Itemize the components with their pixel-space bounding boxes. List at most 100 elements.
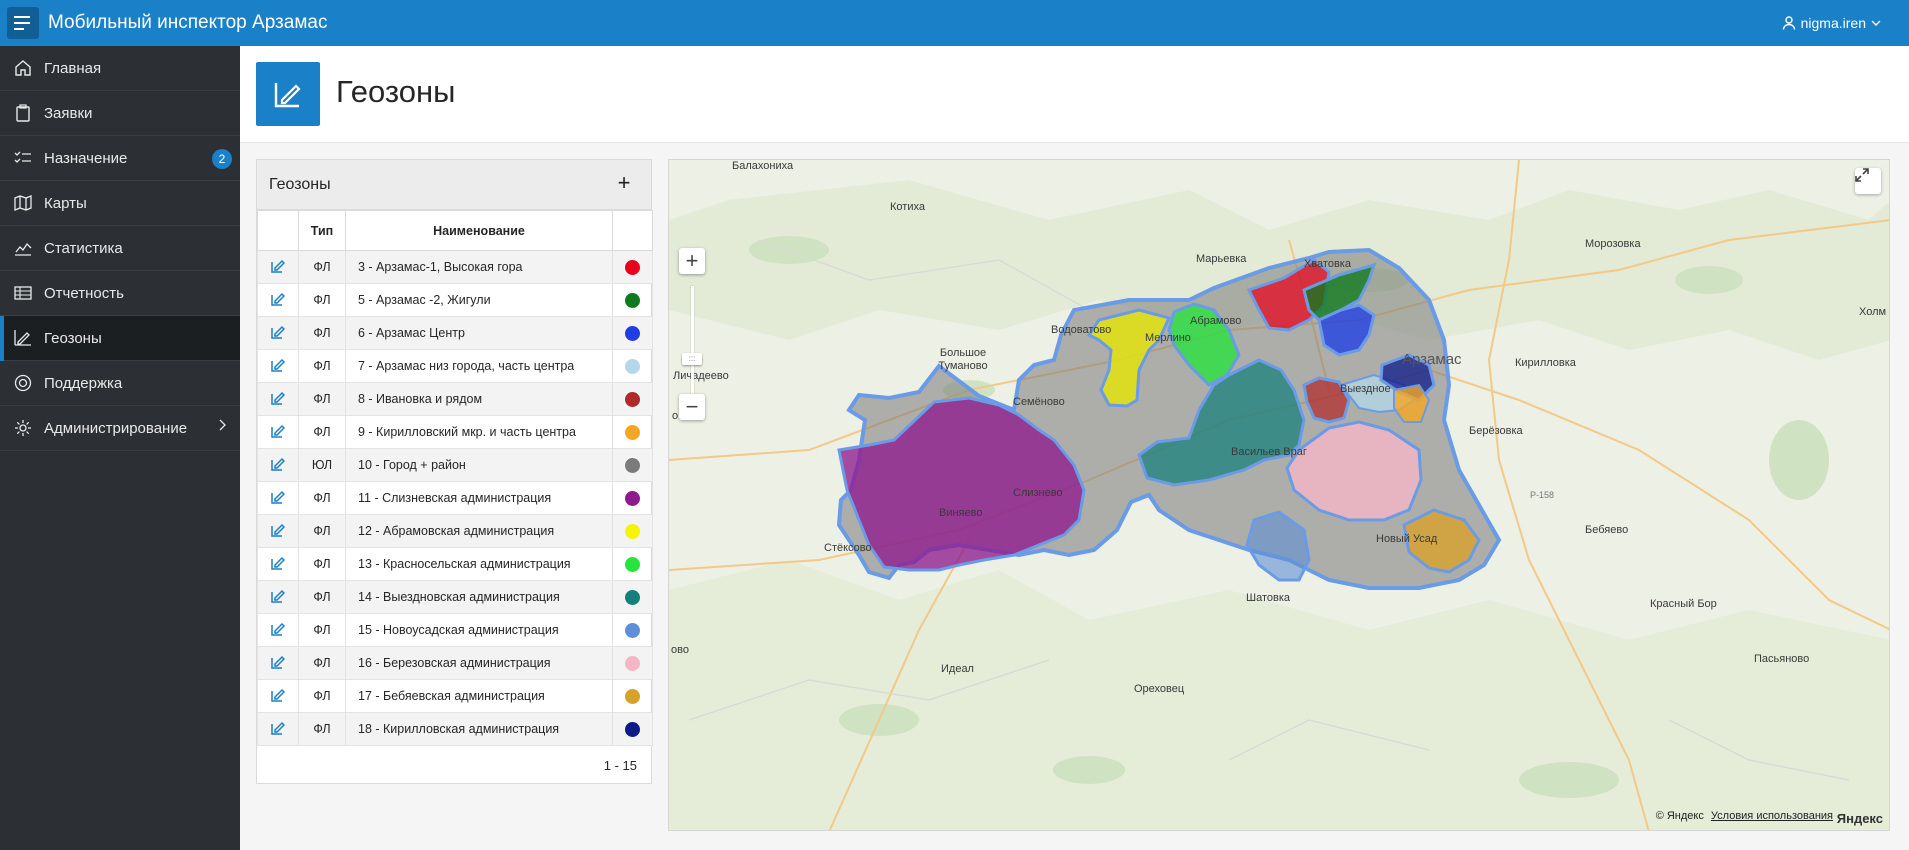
color-swatch — [625, 259, 640, 275]
line-chart-icon — [12, 237, 34, 259]
color-cell — [612, 349, 653, 383]
sidebar-item-label: Назначение — [44, 149, 128, 167]
color-swatch — [625, 490, 640, 506]
edit-icon[interactable] — [271, 556, 286, 570]
edit-cell — [257, 415, 299, 449]
hamburger-menu-button[interactable] — [7, 7, 39, 39]
table-row[interactable]: ФЛ 16 - Березовская администрация — [257, 646, 653, 680]
sidebar-item-label: Статистика — [44, 239, 123, 257]
sidebar-item-requests[interactable]: Заявки — [0, 91, 240, 136]
table-row[interactable]: ФЛ 7 - Арзамас низ города, часть центра — [257, 349, 653, 383]
sidebar-item-label: Отчетность — [44, 284, 124, 302]
table-row[interactable]: ФЛ 13 - Красносельская администрация — [257, 547, 653, 581]
table-row[interactable]: ЮЛ 10 - Город + район — [257, 448, 653, 482]
name-column-header[interactable]: Наименование — [345, 210, 613, 251]
map-canvas[interactable] — [669, 160, 1890, 831]
table-row[interactable]: ФЛ 18 - Кирилловская администрация — [257, 712, 653, 746]
sidebar-item-support[interactable]: Поддержка — [0, 361, 240, 406]
page-title: Геозоны — [336, 74, 456, 109]
type-column-header[interactable]: Тип — [298, 210, 346, 251]
table-row[interactable]: ФЛ 6 - Арзамас Центр — [257, 316, 653, 350]
chevron-down-icon — [1871, 20, 1881, 26]
color-cell — [612, 316, 653, 350]
color-swatch — [625, 688, 640, 704]
edit-icon[interactable] — [271, 721, 286, 735]
table-row[interactable]: ФЛ 9 - Кирилловский мкр. и часть центра — [257, 415, 653, 449]
type-cell: ФЛ — [298, 382, 346, 416]
name-cell: 12 - Абрамовская администрация — [345, 514, 613, 548]
edit-icon[interactable] — [271, 457, 286, 471]
table-row[interactable]: ФЛ 15 - Новоусадская администрация — [257, 613, 653, 647]
edit-icon[interactable] — [271, 292, 286, 306]
table-row[interactable]: ФЛ 14 - Выездновская администрация — [257, 580, 653, 614]
fullscreen-button[interactable] — [1855, 168, 1881, 194]
sidebar-item-home[interactable]: Главная — [0, 46, 240, 91]
zoom-slider-handle[interactable]: ::: — [682, 353, 702, 365]
edit-icon[interactable] — [271, 259, 286, 273]
chevron-right-icon — [219, 419, 226, 431]
name-cell: 15 - Новоусадская администрация — [345, 613, 613, 647]
edit-icon[interactable] — [271, 325, 286, 339]
top-bar: Мобильный инспектор Арзамас nigma.iren — [0, 0, 1909, 46]
yandex-logo: Яндекс — [1836, 811, 1883, 826]
road-label: Р-158 — [1530, 490, 1555, 500]
sidebar-item-administration[interactable]: Администрирование — [0, 406, 240, 451]
table-icon — [12, 282, 34, 304]
sidebar-item-label: Поддержка — [44, 374, 123, 392]
edit-icon[interactable] — [271, 688, 286, 702]
table-row[interactable]: ФЛ 12 - Абрамовская администрация — [257, 514, 653, 548]
add-geozone-button[interactable]: + — [617, 170, 631, 195]
edit-cell — [257, 646, 299, 680]
clipboard-icon — [12, 102, 34, 124]
edit-icon[interactable] — [271, 622, 286, 636]
edit-cell — [257, 613, 299, 647]
sidebar-item-statistics[interactable]: Статистика — [0, 226, 240, 271]
edit-icon[interactable] — [271, 490, 286, 504]
color-swatch — [625, 292, 640, 308]
sidebar-item-maps[interactable]: Карты — [0, 181, 240, 226]
type-cell: ФЛ — [298, 283, 346, 317]
color-swatch — [625, 325, 640, 341]
edit-cell — [257, 679, 299, 713]
name-cell: 3 - Арзамас-1, Высокая гора — [345, 250, 613, 284]
map-label: Арзамас — [1402, 351, 1462, 368]
table-row[interactable]: ФЛ 17 - Бебяевская администрация — [257, 679, 653, 713]
edit-icon[interactable] — [271, 391, 286, 405]
edit-icon[interactable] — [271, 655, 286, 669]
table-row[interactable]: ФЛ 5 - Арзамас -2, Жигули — [257, 283, 653, 317]
sidebar: Главная Заявки Назначение 2 Карты Статис… — [0, 46, 240, 850]
type-cell: ФЛ — [298, 613, 346, 647]
sidebar-item-reports[interactable]: Отчетность — [0, 271, 240, 316]
color-swatch — [625, 589, 640, 605]
edit-icon[interactable] — [271, 358, 286, 372]
sidebar-item-geozones[interactable]: Геозоны — [0, 316, 240, 361]
user-menu[interactable]: nigma.iren — [1782, 0, 1881, 46]
edit-cell — [257, 283, 299, 317]
type-cell: ФЛ — [298, 250, 346, 284]
table-row[interactable]: ФЛ 11 - Слизневская администрация — [257, 481, 653, 515]
map-label: Слизнево — [1013, 487, 1063, 499]
home-icon — [12, 57, 34, 79]
name-cell: 14 - Выездновская администрация — [345, 580, 613, 614]
expand-icon — [1855, 168, 1869, 182]
color-swatch — [625, 457, 640, 473]
edit-icon[interactable] — [271, 424, 286, 438]
color-swatch — [625, 655, 640, 671]
map-label: Семёново — [1013, 396, 1065, 408]
terms-link[interactable]: Условия использования — [1710, 810, 1833, 822]
zoom-out-button[interactable]: − — [679, 394, 705, 420]
geozones-map[interactable]: Балахониха Котиха Марьевка Хватовка Моро… — [668, 159, 1890, 831]
zoom-in-button[interactable]: + — [679, 248, 705, 274]
table-row[interactable]: ФЛ 8 - Ивановка и рядом — [257, 382, 653, 416]
assignment-count-badge: 2 — [212, 149, 232, 169]
edit-icon[interactable] — [271, 523, 286, 537]
edit-icon[interactable] — [271, 589, 286, 603]
color-cell — [612, 250, 653, 284]
map-label: Марьевка — [1196, 253, 1247, 265]
type-cell: ФЛ — [298, 316, 346, 350]
map-label: Мерлино — [1145, 332, 1191, 344]
map-icon — [12, 192, 34, 214]
sidebar-item-assignment[interactable]: Назначение 2 — [0, 136, 240, 181]
zoom-slider-track[interactable] — [691, 286, 694, 416]
table-row[interactable]: ФЛ 3 - Арзамас-1, Высокая гора — [257, 250, 653, 284]
